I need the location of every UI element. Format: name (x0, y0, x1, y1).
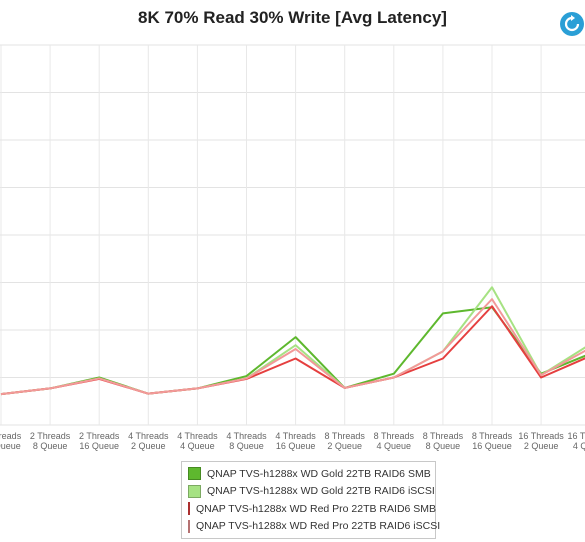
refresh-icon[interactable] (559, 11, 585, 37)
legend-item[interactable]: QNAP TVS-h1288x WD Gold 22TB RAID6 SMB (188, 465, 435, 483)
legend-item[interactable]: QNAP TVS-h1288x WD Gold 22TB RAID6 iSCSI (188, 483, 435, 501)
x-tick-label: 4 Queue (573, 441, 585, 451)
x-tick-label: 4 Queue (180, 441, 215, 451)
x-tick-label: 2 Threads (79, 431, 120, 441)
x-tick-label: 4 Threads (275, 431, 316, 441)
x-tick-label: 16 Threads (518, 431, 564, 441)
x-tick-label: 2 Queue (327, 441, 362, 451)
x-tick-label: 4 Threads (128, 431, 169, 441)
legend-label: QNAP TVS-h1288x WD Gold 22TB RAID6 iSCSI (207, 485, 435, 498)
series-line-2 (0, 286, 585, 396)
x-tick-label: 16 Queue (0, 441, 21, 451)
x-tick-label: 4 Threads (226, 431, 267, 441)
x-tick-label: 4 Threads (177, 431, 218, 441)
x-tick-label: 2 Queue (131, 441, 166, 451)
legend-swatch (188, 502, 190, 516)
legend-swatch (188, 467, 201, 481)
legend-swatch (188, 484, 201, 498)
x-tick-label: 8 Threads (423, 431, 464, 441)
legend-item[interactable]: QNAP TVS-h1288x WD Red Pro 22TB RAID6 SM… (188, 500, 437, 518)
x-tick-label: 8 Threads (374, 431, 415, 441)
legend-swatch (188, 519, 190, 533)
legend-label: QNAP TVS-h1288x WD Red Pro 22TB RAID6 SM… (196, 502, 437, 515)
x-tick-label: 8 Queue (426, 441, 461, 451)
x-tick-label: 8 Queue (229, 441, 264, 451)
chart-title: 8K 70% Read 30% Write [Avg Latency] (138, 8, 447, 27)
legend-item[interactable]: QNAP TVS-h1288x WD Red Pro 22TB RAID6 iS… (188, 518, 440, 536)
x-tick-label: 2 Queue (524, 441, 559, 451)
x-tick-label: 8 Threads (325, 431, 366, 441)
x-tick-label: 8 Threads (472, 431, 513, 441)
x-tick-label: 16 Queue (276, 441, 316, 451)
legend-label: QNAP TVS-h1288x WD Gold 22TB RAID6 SMB (207, 467, 431, 480)
x-tick-label: 16 Queue (472, 441, 512, 451)
x-tick-label: 2 Threads (30, 431, 71, 441)
x-tick-label: 16 Queue (79, 441, 119, 451)
x-tick-label: 8 Queue (33, 441, 68, 451)
x-tick-label: 1 Threads (0, 431, 22, 441)
legend-label: QNAP TVS-h1288x WD Red Pro 22TB RAID6 iS… (196, 520, 441, 533)
x-tick-label: 4 Queue (377, 441, 412, 451)
chart-legend: QNAP TVS-h1288x WD Gold 22TB RAID6 SMB QN… (181, 461, 440, 539)
x-tick-label: 16 Threads (568, 431, 585, 441)
